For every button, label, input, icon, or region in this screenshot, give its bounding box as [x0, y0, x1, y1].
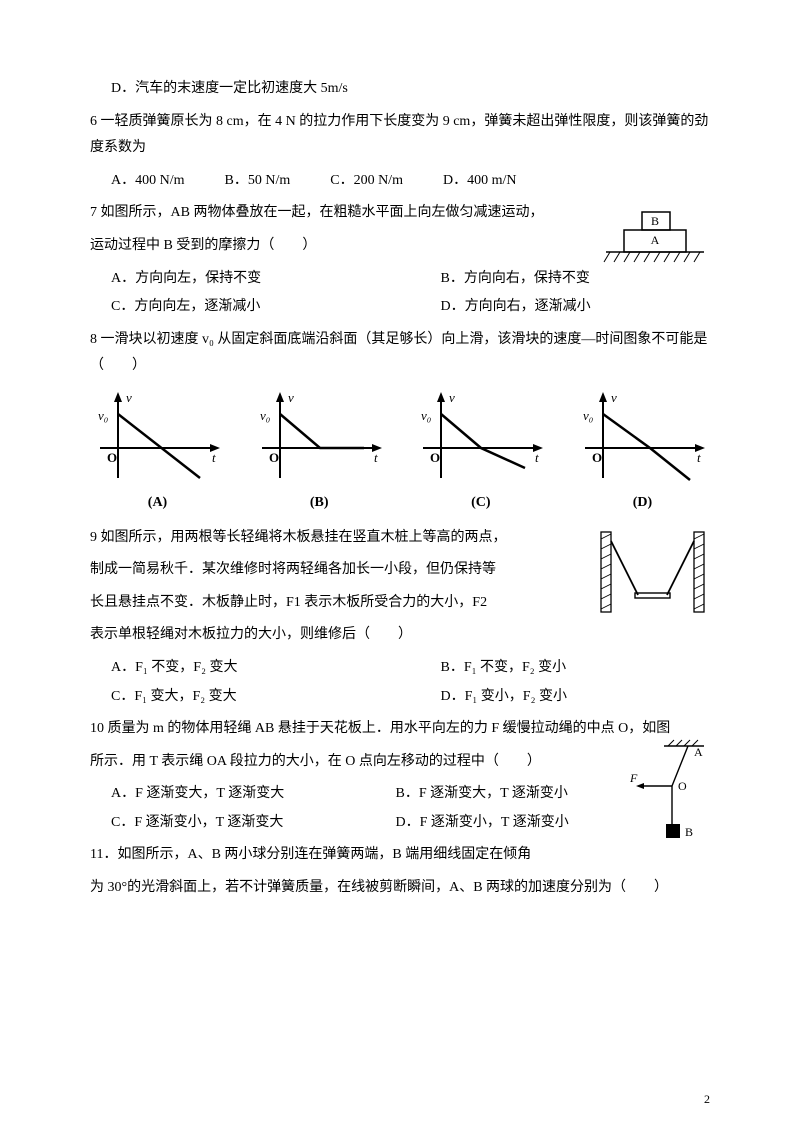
- page-number: 2: [704, 1088, 710, 1111]
- svg-text:t: t: [535, 450, 539, 465]
- q6-D: D．400 m/N: [443, 168, 517, 195]
- q7-figure: A B: [600, 204, 710, 266]
- q10-A: A．F 逐渐变大，T 逐渐变大: [111, 781, 336, 808]
- q8-chart-A: v t v₀ O (A): [90, 390, 225, 517]
- q9-row1: A．F₁ 不变，F₂ 变大 B．F₁ 不变，F₂ 变小: [111, 655, 710, 682]
- svg-text:O: O: [592, 450, 602, 465]
- q8-label-A: (A): [90, 490, 225, 517]
- q10-B: B．F 逐渐变大，T 逐渐变小: [396, 781, 621, 808]
- q7-B: B．方向向右，保持不变: [441, 266, 711, 293]
- svg-text:v: v: [288, 390, 294, 405]
- q10-block: A O B F 10 质量为 m 的物体用轻绳 AB 悬挂于天花板上．用水平向左…: [90, 716, 710, 836]
- q6-C: C．200 N/m: [330, 168, 403, 195]
- q10-stem2: 所示．用 T 表示绳 OA 段拉力的大小，在 O 点向左移动的过程中（ ）: [90, 749, 710, 776]
- q9-C: C．F₁ 变大，F₂ 变大: [111, 684, 381, 711]
- q9-D: D．F₁ 变小，F₂ 变小: [441, 684, 711, 711]
- q8-stem: 8 一滑块以初速度 v₀ 从固定斜面底端沿斜面（其足够长）向上滑，该滑块的速度—…: [90, 327, 710, 380]
- q8-chart-C: v t v₀ O (C): [413, 390, 548, 517]
- q8-label-C: (C): [413, 490, 548, 517]
- svg-text:F: F: [630, 771, 638, 785]
- svg-text:B: B: [685, 825, 693, 839]
- q9-block: 9 如图所示，用两根等长轻绳将木板悬挂在竖直木桩上等高的两点， 制成一简易秋千．…: [90, 525, 710, 711]
- q8-chart-B: v t v₀ O (B): [252, 390, 387, 517]
- svg-text:v: v: [126, 390, 132, 405]
- q8-charts: v t v₀ O (A) v t v₀ O (B): [90, 390, 710, 517]
- q9-row2: C．F₁ 变大，F₂ 变大 D．F₁ 变小，F₂ 变小: [111, 684, 710, 711]
- q10-figure: A O B F: [630, 738, 710, 838]
- svg-text:v₀: v₀: [98, 408, 108, 423]
- svg-text:A: A: [694, 745, 703, 759]
- q6-B: B．50 N/m: [225, 168, 291, 195]
- q6-stem: 6 一轻质弹簧原长为 8 cm，在 4 N 的拉力作用下长度变为 9 cm，弹簧…: [90, 109, 710, 162]
- q7-row1: A．方向向左，保持不变 B．方向向右，保持不变: [111, 266, 710, 293]
- svg-text:t: t: [374, 450, 378, 465]
- q7-block: A B 7 如图所示，AB 两物体叠放在一起，在粗糙水平面上向左做匀减速运动， …: [90, 200, 710, 320]
- q8-chart-D: v t v₀ O (D): [575, 390, 710, 517]
- q6-options: A．400 N/m B．50 N/m C．200 N/m D．400 m/N: [111, 168, 710, 195]
- q7-C: C．方向向左，逐渐减小: [111, 294, 381, 321]
- svg-text:t: t: [212, 450, 216, 465]
- q7-label-B: B: [651, 214, 659, 228]
- q10-D: D．F 逐渐变小，T 逐渐变小: [396, 810, 621, 837]
- q9-B: B．F₁ 不变，F₂ 变小: [441, 655, 711, 682]
- q10-C: C．F 逐渐变小，T 逐渐变大: [111, 810, 336, 837]
- q9-A: A．F₁ 不变，F₂ 变大: [111, 655, 381, 682]
- q9-stem4: 表示单根轻绳对木板拉力的大小，则维修后（ ）: [90, 622, 710, 649]
- q6-A: A．400 N/m: [111, 168, 185, 195]
- svg-text:t: t: [697, 450, 701, 465]
- q9-figure: [595, 527, 710, 622]
- svg-text:v₀: v₀: [421, 408, 431, 423]
- svg-text:v: v: [611, 390, 617, 405]
- q10-row1: A．F 逐渐变大，T 逐渐变大 B．F 逐渐变大，T 逐渐变小: [111, 781, 710, 808]
- q8-label-D: (D): [575, 490, 710, 517]
- q11-stem2: 为 30°的光滑斜面上，若不计弹簧质量，在线被剪断瞬间，A、B 两球的加速度分别…: [90, 875, 710, 902]
- q8-label-B: (B): [252, 490, 387, 517]
- svg-text:O: O: [678, 779, 687, 793]
- svg-text:O: O: [107, 450, 117, 465]
- q5-option-d: D．汽车的末速度一定比初速度大 5m/s: [90, 76, 710, 103]
- svg-text:v: v: [449, 390, 455, 405]
- svg-text:v₀: v₀: [583, 408, 593, 423]
- svg-text:O: O: [430, 450, 440, 465]
- q7-A: A．方向向左，保持不变: [111, 266, 381, 293]
- q7-D: D．方向向右，逐渐减小: [441, 294, 711, 321]
- q10-row2: C．F 逐渐变小，T 逐渐变大 D．F 逐渐变小，T 逐渐变小: [111, 810, 710, 837]
- svg-text:v₀: v₀: [260, 408, 270, 423]
- q11-stem1: 11．如图所示，A、B 两小球分别连在弹簧两端，B 端用细线固定在倾角: [90, 842, 710, 869]
- q7-label-A: A: [651, 233, 660, 247]
- svg-text:O: O: [269, 450, 279, 465]
- q10-stem1: 10 质量为 m 的物体用轻绳 AB 悬挂于天花板上．用水平向左的力 F 缓慢拉…: [90, 716, 710, 743]
- q7-row2: C．方向向左，逐渐减小 D．方向向右，逐渐减小: [111, 294, 710, 321]
